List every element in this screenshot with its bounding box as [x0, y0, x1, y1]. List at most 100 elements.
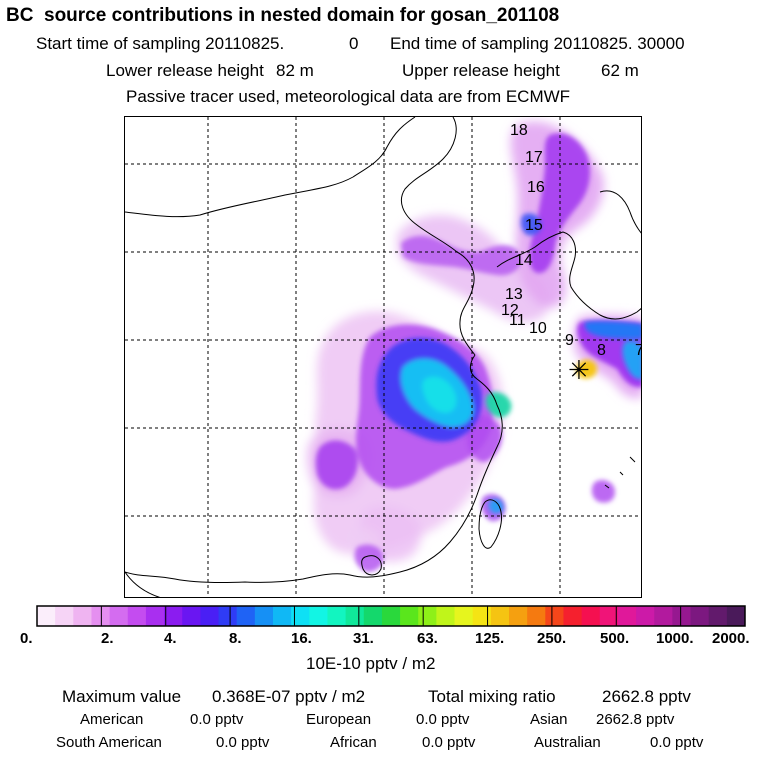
- colorbar-swatch-8: [182, 606, 201, 626]
- region-value-asian: 2662.8 pptv: [596, 711, 675, 728]
- colorbar-swatch-29: [563, 606, 583, 626]
- region-value-european: 0.0 pptv: [416, 711, 470, 728]
- colorbar-tick-2: 4.: [164, 630, 177, 647]
- trajectory-label-12: 12: [501, 302, 519, 319]
- trajectory-labels: 18 17 16 15 14 13 12 11 10 9 8 7: [501, 122, 642, 359]
- coastline-bohai: [401, 117, 476, 356]
- trajectory-label-7: 7: [635, 342, 642, 359]
- colorbar-swatch-25: [490, 606, 510, 626]
- region-value-african: 0.0 pptv: [422, 734, 476, 751]
- coastline-china-east: [125, 117, 416, 218]
- colorbar-swatch-34: [654, 606, 673, 626]
- colorbar-tick-4: 16.: [291, 630, 312, 647]
- colorbar-swatch-7: [164, 606, 183, 626]
- colorbar-tick-3: 8.: [229, 630, 242, 647]
- coastline-hainan: [361, 555, 382, 576]
- colorbar-swatch-4: [109, 606, 129, 626]
- coastline-shandong: [125, 354, 503, 584]
- coastline-taiwan: [478, 499, 502, 549]
- trajectory-label-9: 9: [565, 332, 574, 349]
- plume-mid-north: [401, 235, 522, 276]
- colorbar-swatch-17: [345, 606, 365, 626]
- tracer-note: Passive tracer used, meteorological data…: [126, 87, 571, 106]
- page-title: BC source contributions in nested domain…: [6, 5, 560, 26]
- region-name-american: American: [80, 711, 144, 728]
- colorbar-swatch-31: [599, 606, 619, 626]
- colorbar-swatch-28: [545, 606, 564, 626]
- colorbar-swatch-10: [218, 606, 238, 626]
- colorbar-swatch-9: [200, 606, 220, 626]
- colorbar-swatch-3: [91, 606, 111, 626]
- colorbar-swatch-32: [617, 606, 637, 626]
- region-value-american: 0.0 pptv: [190, 711, 244, 728]
- region-name-asian: Asian: [530, 711, 568, 728]
- trajectory-label-16: 16: [527, 179, 545, 196]
- colorbar-swatch-33: [636, 606, 655, 626]
- colorbar-tick-0: 0.: [20, 630, 33, 647]
- upper-release-value: 62 m: [601, 61, 639, 80]
- region-name-south-american: South American: [56, 734, 162, 751]
- colorbar-frame: [36, 605, 746, 627]
- plume-core-teal: [422, 376, 457, 413]
- colorbar-tick-11: 2000.: [712, 630, 750, 647]
- coastline-korea-east: [599, 190, 641, 234]
- colorbar-swatch-24: [472, 606, 492, 626]
- colorbar-tick-9: 500.: [600, 630, 630, 647]
- colorbar-swatch-36: [690, 606, 710, 626]
- colorbar-swatch-27: [527, 606, 546, 626]
- region-value-south-american: 0.0 pptv: [216, 734, 270, 751]
- coastline-ryukyu: [604, 456, 636, 489]
- colorbar-swatch-2: [73, 606, 92, 626]
- colorbar-tick-5: 31.: [353, 630, 374, 647]
- receptor-marker-icon: ✳: [568, 356, 590, 386]
- plume-core-korea-south: [622, 340, 641, 380]
- plume-core-taiwan-strait: [488, 498, 504, 514]
- start-time-label: Start time of sampling 20110825.: [36, 34, 285, 53]
- colorbar-swatch-14: [291, 606, 310, 626]
- colorbar-swatch-38: [726, 606, 746, 626]
- colorbar-swatch-12: [254, 606, 274, 626]
- colorbar-swatch-6: [145, 606, 165, 626]
- colorbar-swatch-19: [381, 606, 401, 626]
- colorbar-tick-10: 1000.: [656, 630, 694, 647]
- total-mixing-label: Total mixing ratio: [428, 687, 556, 706]
- colorbar-swatch-35: [672, 606, 692, 626]
- colorbar-tick-1: 2.: [101, 630, 114, 647]
- lower-release-value: 82 m: [276, 61, 314, 80]
- trajectory-label-11: 11: [509, 312, 526, 329]
- colorbar-tick-6: 63.: [417, 630, 438, 647]
- region-name-european: European: [306, 711, 372, 728]
- colorbar-swatch-13: [273, 606, 292, 626]
- colorbar-swatch-23: [454, 606, 474, 626]
- plume-mid-west: [315, 440, 358, 490]
- start-time-hour: 0: [349, 34, 359, 53]
- trajectory-label-10: 10: [529, 320, 547, 337]
- region-name-australian: Australian: [534, 734, 601, 751]
- colorbar-swatch-18: [363, 606, 383, 626]
- trajectory-label-13: 13: [505, 286, 523, 303]
- graticule: [125, 117, 641, 597]
- colorbar-swatch-11: [236, 606, 256, 626]
- colorbar: [36, 605, 746, 627]
- trajectory-label-18: 18: [510, 122, 528, 139]
- upper-release-label: Upper release height: [402, 61, 560, 80]
- colorbar-swatch-22: [436, 606, 456, 626]
- colorbar-swatch-20: [400, 606, 419, 626]
- plume-core-shanghai: [485, 392, 512, 418]
- total-mixing-value: 2662.8 pptv: [602, 687, 691, 706]
- region-name-african: African: [330, 734, 377, 751]
- coastline-inland-west: [125, 571, 161, 597]
- colorbar-tick-7: 125.: [475, 630, 505, 647]
- region-value-australian: 0.0 pptv: [650, 734, 704, 751]
- colorbar-unit-label: 10E-10 pptv / m2: [306, 654, 436, 673]
- trajectory-label-14: 14: [515, 252, 533, 269]
- lower-release-label: Lower release height: [106, 61, 264, 80]
- map-canvas: 18 17 16 15 14 13 12 11 10 9 8 7 ✳: [125, 117, 642, 597]
- trajectory-label-8: 8: [597, 342, 606, 359]
- colorbar-tick-8: 250.: [537, 630, 567, 647]
- colorbar-swatch-15: [309, 606, 328, 626]
- trajectory-label-15: 15: [525, 217, 543, 234]
- plume-core-north-blue: [520, 213, 542, 236]
- colorbar-swatch-26: [509, 606, 528, 626]
- plume-core-korea-blue: [584, 321, 641, 339]
